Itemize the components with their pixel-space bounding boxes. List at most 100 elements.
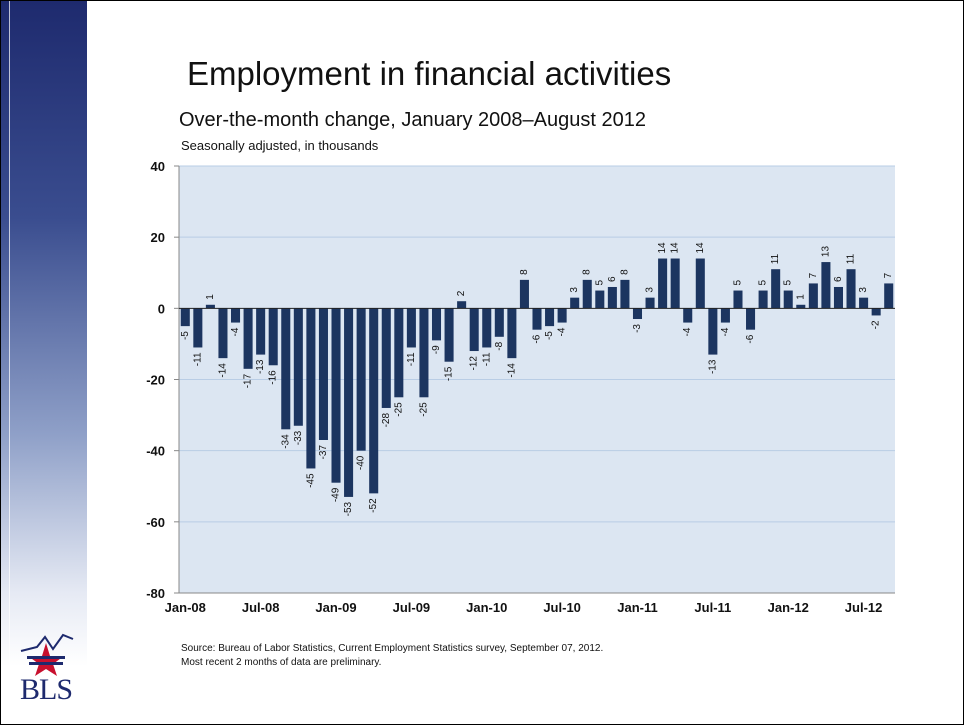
- y-tick-label: 40: [151, 159, 165, 174]
- bar: [771, 269, 781, 309]
- bar: [620, 279, 630, 309]
- source-line: Source: Bureau of Labor Statistics, Curr…: [181, 643, 604, 654]
- data-label: 8: [619, 269, 630, 275]
- bar: [833, 286, 843, 309]
- data-label: -5: [544, 331, 555, 340]
- bar: [293, 308, 303, 426]
- y-tick-label: -20: [146, 373, 165, 388]
- data-label: 1: [205, 294, 216, 300]
- bar: [783, 290, 793, 309]
- bar: [494, 308, 504, 337]
- bar: [419, 308, 429, 398]
- data-label: 6: [607, 276, 618, 282]
- bar: [695, 258, 705, 309]
- y-tick-labels: 40 20 0 -20 -40 -60 -80: [146, 159, 179, 601]
- y-tick-label: -40: [146, 444, 165, 459]
- data-label: -4: [557, 327, 568, 336]
- data-label: -4: [720, 327, 731, 336]
- data-label: -53: [343, 501, 354, 516]
- bar: [180, 308, 190, 327]
- bar: [431, 308, 442, 341]
- data-label: -17: [243, 373, 254, 388]
- x-tick-label: Jan-10: [466, 600, 507, 615]
- data-label: -40: [356, 455, 367, 470]
- data-label: 5: [758, 280, 769, 286]
- data-label: 14: [657, 242, 668, 254]
- x-tick-label: Jan-08: [165, 600, 206, 615]
- data-label: -15: [444, 366, 455, 381]
- x-tick-label: Jul-09: [393, 600, 431, 615]
- data-label: -4: [682, 327, 693, 336]
- bar: [796, 304, 806, 309]
- bar: [570, 297, 580, 309]
- bar: [469, 308, 479, 352]
- data-label: -13: [255, 359, 266, 374]
- data-label: -33: [293, 430, 304, 445]
- data-label: -2: [871, 320, 882, 329]
- data-label: 7: [883, 272, 894, 278]
- bar: [557, 308, 567, 323]
- bar: [545, 308, 555, 327]
- data-label: -8: [494, 341, 505, 350]
- bar: [381, 308, 391, 408]
- y-tick-label: -80: [146, 586, 165, 601]
- bar: [394, 308, 404, 398]
- data-label: 3: [858, 287, 869, 293]
- data-label: 5: [732, 280, 743, 286]
- bar: [670, 258, 680, 309]
- bar: [532, 308, 542, 330]
- data-label: -28: [381, 413, 392, 428]
- bar: [243, 308, 253, 369]
- bar: [658, 258, 668, 309]
- bar: [683, 308, 693, 323]
- data-label: 5: [594, 280, 605, 286]
- data-label: 2: [456, 290, 467, 296]
- bar: [746, 308, 756, 330]
- data-labels: -5-111-14-4-17-13-16-34 -33-45-37-49-53-4…: [180, 242, 894, 516]
- data-label: 13: [820, 246, 831, 258]
- bar: [632, 308, 643, 320]
- x-tick-label: Jul-08: [242, 600, 280, 615]
- bar: [595, 290, 605, 309]
- data-label: 11: [846, 253, 857, 264]
- data-label: -25: [418, 402, 429, 417]
- bar: [808, 283, 818, 309]
- data-label: 1: [795, 294, 806, 300]
- sidebar-rule: [9, 1, 10, 724]
- bar: [457, 301, 467, 309]
- bar-chart: -5-111-14-4-17-13-16-34 -33-45-37-49-53-4…: [146, 159, 895, 615]
- data-label: 14: [670, 242, 681, 254]
- bar: [846, 269, 856, 309]
- data-label: -52: [368, 498, 379, 513]
- data-label: 3: [569, 287, 580, 293]
- data-label: -13: [707, 359, 718, 374]
- data-label: 8: [519, 269, 530, 275]
- x-tick-label: Jul-11: [694, 600, 731, 615]
- data-label: 6: [833, 276, 844, 282]
- bar: [318, 308, 328, 440]
- data-label: 8: [582, 269, 593, 275]
- data-label: -34: [280, 434, 291, 449]
- bar: [444, 308, 454, 362]
- x-tick-label: Jan-12: [768, 600, 809, 615]
- bar: [231, 308, 241, 323]
- data-label: -11: [481, 352, 492, 366]
- sidebar-gradient: [1, 1, 87, 724]
- data-label: -37: [318, 445, 329, 460]
- bar: [369, 308, 379, 494]
- units-note: Seasonally adjusted, in thousands: [181, 138, 379, 153]
- x-tick-labels: Jan-08 Jul-08 Jan-09 Jul-09 Jan-10 Jul-10 Jan-…: [165, 600, 883, 615]
- data-label: 11: [770, 253, 781, 264]
- bar: [482, 308, 492, 348]
- bar: [306, 308, 316, 469]
- chart-subtitle: Over-the-month change, January 2008–Augu…: [179, 109, 646, 131]
- data-label: -11: [192, 352, 203, 366]
- data-label: -25: [393, 402, 404, 417]
- bar: [193, 308, 203, 348]
- y-tick-label: 20: [151, 230, 165, 245]
- data-label: -12: [469, 356, 480, 371]
- bar: [733, 290, 743, 309]
- bls-star-icon: [20, 633, 74, 676]
- bar: [218, 308, 228, 359]
- bls-logo: BLS: [15, 629, 77, 707]
